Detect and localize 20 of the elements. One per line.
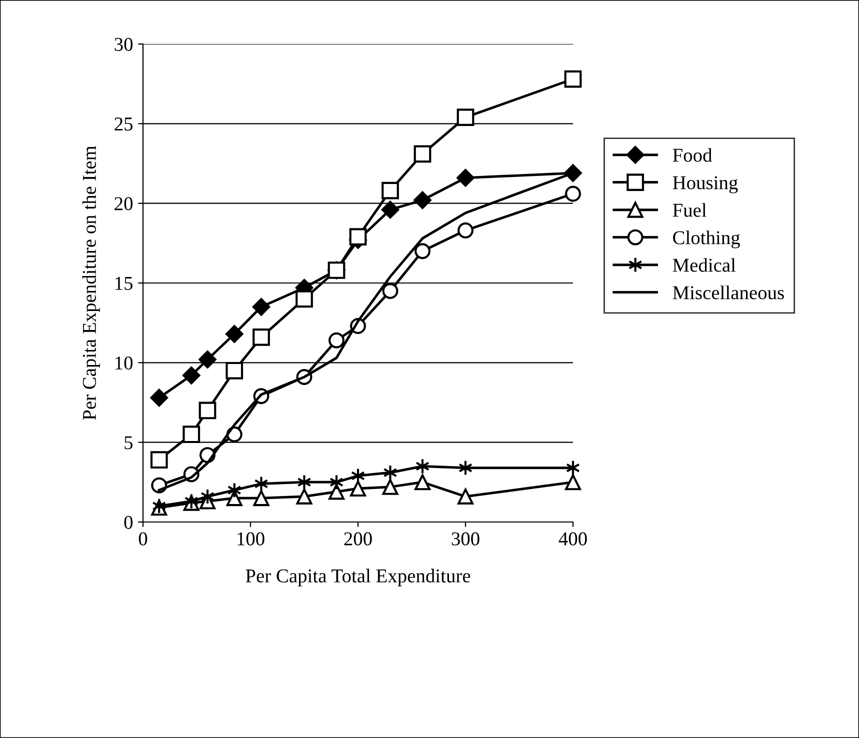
x-tick-label: 0	[138, 532, 148, 546]
y-tick-label: 20	[114, 197, 133, 210]
y-tick-label: 25	[114, 118, 133, 131]
legend-label: Clothing	[673, 230, 740, 248]
x-tick-label: 100	[238, 532, 264, 546]
x-tick-label: 300	[452, 532, 480, 546]
y-tick-label: 0	[124, 516, 133, 529]
y-tick-label: 10	[116, 356, 133, 370]
legend-label: Miscellaneous	[672, 286, 784, 300]
y-tick-label: 5	[124, 436, 133, 450]
legend-label: Housing	[672, 176, 738, 194]
x-axis-title: Per Capita Total Expenditure	[246, 568, 470, 586]
x-tick-label: 400	[558, 532, 587, 546]
y-tick-label: 30	[114, 38, 133, 51]
y-tick-label: 15	[116, 276, 133, 290]
y-axis-title: Per Capita Expenditure on the Item	[82, 146, 100, 420]
legend-label: Medical	[672, 258, 736, 272]
legend-label: Food	[672, 148, 712, 162]
x-tick-label: 200	[344, 532, 372, 546]
legend-label: Fuel	[672, 203, 706, 217]
